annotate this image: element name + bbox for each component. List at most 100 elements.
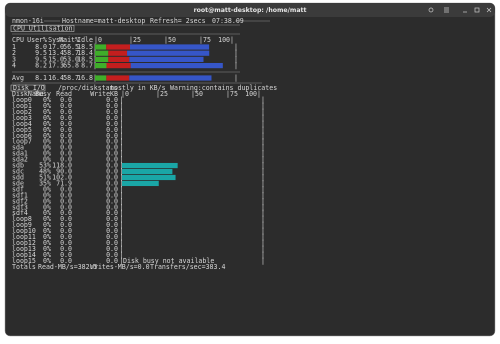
bar-edge: | — [120, 114, 124, 122]
menu-button[interactable] — [444, 7, 449, 13]
scale-label: |25 — [156, 90, 168, 98]
wait-bar — [130, 44, 210, 50]
title-bar — [5, 3, 495, 17]
disk-value: 0.0 — [106, 203, 118, 211]
column-header: CPU — [12, 36, 24, 44]
disk-value: 0.0 — [106, 138, 118, 146]
disk-value: 0.0 — [60, 203, 72, 211]
cpu-value: 17.0 — [48, 43, 64, 51]
bar-edge: | — [120, 150, 124, 158]
disk-value: 0.0 — [60, 96, 72, 104]
disk-value: 0.0 — [106, 227, 118, 235]
user-bar — [95, 44, 107, 50]
disk-value: 0% — [43, 185, 51, 193]
disk-value: 0.0 — [106, 102, 118, 110]
disk-value: 0.0 — [60, 144, 72, 152]
busy-bar — [122, 174, 176, 181]
scale-label: |75 — [226, 90, 238, 98]
bar-edge: | — [261, 257, 265, 265]
bar-edge: | — [120, 168, 124, 176]
disk-value: 0.0 — [106, 126, 118, 134]
disk-name: sdf1 — [12, 191, 28, 199]
cpu-value: 18.5 — [77, 55, 93, 63]
disk-value: 0.0 — [60, 126, 72, 134]
cpu-value: 58.7 — [63, 74, 79, 82]
disk-name: sdf3 — [12, 203, 28, 211]
disk-value: 0% — [43, 197, 51, 205]
disk-value: 102.0 — [52, 173, 72, 181]
bar-edge: | — [261, 251, 265, 259]
disk-name: loop6 — [12, 132, 32, 140]
disk-value: 0.0 — [60, 185, 72, 193]
bar-edge: | — [120, 138, 124, 146]
disk-value: 0.0 — [60, 227, 72, 235]
cpu-id: 3 — [12, 55, 16, 63]
cpu-id: 1 — [12, 43, 16, 51]
disk-value: 0.0 — [60, 239, 72, 247]
disk-value: 0.0 — [60, 245, 72, 253]
note: Disk busy not available — [123, 257, 214, 265]
maximize-button[interactable] — [474, 7, 480, 13]
scale-label: |25 — [129, 36, 141, 44]
bar-edge: | — [261, 108, 265, 116]
disk-name: loop0 — [12, 96, 32, 104]
disk-name: loop9 — [12, 221, 32, 229]
disk-value: 0.0 — [60, 197, 72, 205]
disk-value: 0% — [43, 251, 51, 259]
disk-value: 0% — [43, 209, 51, 217]
sys-bar — [108, 56, 130, 62]
disk-value: 0.0 — [60, 156, 72, 164]
wait-bar — [129, 75, 212, 81]
bar-edge: | — [234, 49, 238, 57]
sys-bar — [106, 44, 130, 50]
disk-name: loop15 — [12, 257, 36, 265]
time: 07:38.09 — [212, 17, 244, 25]
bar-edge: | — [120, 227, 124, 235]
disk-value: 0.0 — [106, 179, 118, 187]
column-header: WriteKB — [90, 90, 118, 98]
bar-edge: | — [261, 102, 265, 110]
disk-value: 0% — [43, 138, 51, 146]
bar-edge: | — [120, 132, 124, 140]
disk-value: 0% — [43, 96, 51, 104]
bar-edge: | — [93, 55, 97, 63]
disk-value: 0.0 — [106, 108, 118, 116]
disk-value: 0.0 — [60, 209, 72, 217]
scale-label: |0 — [94, 36, 102, 44]
scale-label: |0 — [121, 90, 129, 98]
bar-edge: | — [261, 203, 265, 211]
disk-value: 0% — [43, 144, 51, 152]
bar-edge: | — [261, 197, 265, 205]
bar-edge: | — [120, 203, 124, 211]
close-button[interactable] — [486, 7, 492, 13]
busy-bar — [122, 168, 173, 175]
cpu-value: 65.8 — [63, 62, 79, 70]
disk-value: 0% — [43, 227, 51, 235]
disk-name: loop8 — [12, 215, 32, 223]
bar-edge: | — [261, 168, 265, 176]
disk-value: 0.0 — [60, 221, 72, 229]
disk-value: 0% — [43, 233, 51, 241]
cpu-value: 17.3 — [48, 62, 64, 70]
bar-edge: | — [120, 251, 124, 259]
bar-edge: | — [120, 126, 124, 134]
bar-edge: | — [120, 102, 124, 110]
disk-value: 0% — [43, 191, 51, 199]
disk-name: sde — [12, 179, 24, 187]
disk-value: 0.0 — [106, 120, 118, 128]
bar-edge: | — [120, 221, 124, 229]
cpu-value: 8.0 — [35, 43, 47, 51]
bar-edge: | — [261, 144, 265, 152]
disk-value: 0.0 — [60, 191, 72, 199]
disk-value: 0.0 — [60, 150, 72, 158]
disk-name: sda1 — [12, 150, 28, 158]
bar-edge: | — [261, 173, 265, 181]
cpu-value: 13.4 — [48, 49, 64, 57]
bar-edge: | — [261, 239, 265, 247]
disk-name: loop12 — [12, 239, 36, 247]
search-button[interactable] — [428, 7, 434, 13]
window-controls[interactable] — [428, 7, 492, 13]
bar-edge: | — [120, 96, 124, 104]
bar-edge: | — [261, 138, 265, 146]
disk-value: 0.0 — [106, 96, 118, 104]
